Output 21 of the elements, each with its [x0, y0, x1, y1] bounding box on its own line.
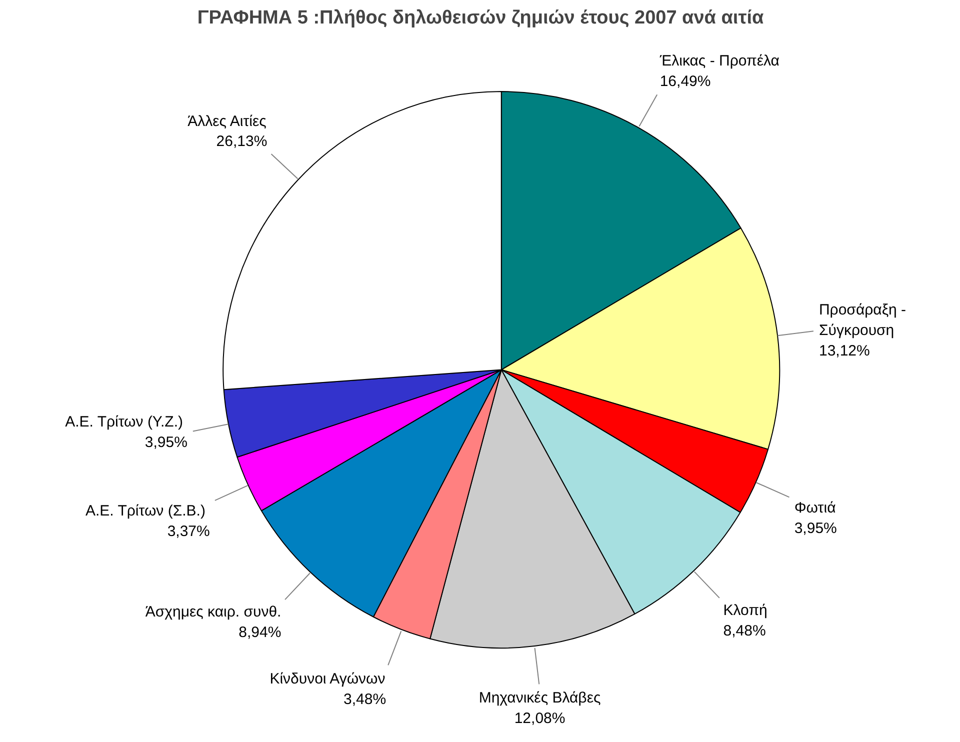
- data-label: 26,13%: [216, 133, 268, 150]
- data-label: 12,08%: [514, 710, 566, 728]
- data-label: 3,37%: [167, 523, 210, 540]
- data-label: 3,95%: [144, 434, 188, 452]
- slice-label: Φωτιά: [794, 499, 836, 516]
- slice-label: Κλοπή: [723, 602, 768, 619]
- slice-label: Προσάραξη - Σύγκρουση: [818, 302, 906, 339]
- data-label: 3,95%: [794, 520, 837, 537]
- data-label: 16,49%: [660, 72, 711, 90]
- slice-label: Άλλες Αιτίες: [188, 112, 266, 130]
- data-label: 13,12%: [818, 342, 870, 360]
- chart-title: ΓΡΑΦΗΜΑ 5 :Πλήθος δηλωθεισών ζημιών έτους 2007 ανά αιτία: [197, 8, 764, 28]
- slice-label: Α.Ε. Τρίτων (Υ.Ζ.): [65, 414, 184, 431]
- data-label: 8,48%: [723, 622, 766, 640]
- slice-label: Μηχανικές Βλάβες: [478, 690, 601, 707]
- data-label: 8,94%: [238, 624, 282, 642]
- slice-label: Α.Ε. Τρίτων (Σ.Β.): [85, 502, 206, 520]
- slice-label: Έλικας - Προπέλα: [658, 52, 780, 70]
- slice-label: Άσχημες καιρ. συνθ.: [145, 604, 282, 621]
- data-label: 3,48%: [344, 690, 386, 708]
- slice-label: Κίνδυνοι Αγώνων: [270, 670, 386, 688]
